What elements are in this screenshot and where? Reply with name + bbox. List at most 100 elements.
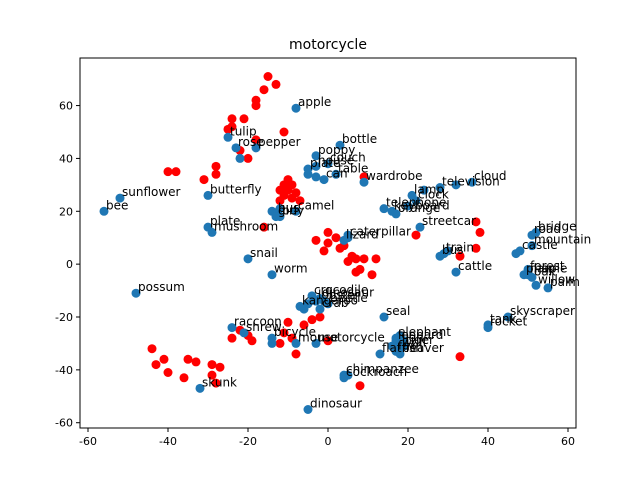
point-label: tank [490, 312, 517, 326]
red-point [171, 167, 181, 177]
red-point [371, 254, 381, 264]
point-label: sunflower [122, 185, 181, 199]
red-point [355, 381, 365, 391]
point-label: plate [310, 156, 340, 170]
y-tick-label: -40 [55, 364, 73, 377]
red-point [239, 114, 249, 124]
point-label: apple [298, 95, 331, 109]
red-point [259, 85, 269, 95]
point-label: kangaroo [302, 293, 358, 307]
red-point [163, 368, 173, 377]
blue-point [303, 405, 313, 414]
point-label: fox [398, 338, 416, 352]
blue-point [323, 299, 333, 309]
point-label: crocodile [314, 283, 368, 297]
blue-point [311, 296, 321, 306]
red-point [279, 328, 289, 338]
blue-point [115, 193, 125, 203]
red-point [311, 235, 321, 245]
point-label: television [442, 175, 500, 189]
blue-point [231, 143, 241, 153]
point-label: lion [402, 330, 424, 344]
point-label: mushroom [214, 219, 278, 233]
y-tick-label: 60 [59, 100, 73, 113]
red-point [351, 254, 361, 264]
point-label: motorcycle [318, 330, 385, 344]
red-point [367, 270, 377, 280]
x-tick-label: 40 [481, 435, 495, 448]
blue-point [203, 190, 213, 200]
point-label: can [326, 167, 348, 181]
red-point [163, 167, 173, 177]
red-point [275, 338, 285, 348]
blue-point [267, 333, 277, 343]
red-point [223, 124, 233, 134]
plot-area [99, 72, 553, 414]
point-label: rose [238, 135, 264, 149]
blue-point [331, 169, 341, 179]
red-point [291, 349, 301, 359]
red-point [263, 72, 273, 81]
point-label: possum [138, 280, 185, 294]
red-point [151, 360, 161, 370]
blue-point [503, 312, 513, 322]
red-point [183, 354, 193, 364]
blue-point [323, 159, 333, 169]
red-point [147, 344, 157, 354]
point-label: cockroach [346, 365, 407, 379]
blue-point [411, 196, 421, 206]
y-tick-label: 0 [66, 258, 73, 271]
blue-point [395, 349, 405, 359]
red-point [307, 315, 317, 325]
red-point [247, 336, 257, 346]
point-label: raccoon [234, 315, 282, 329]
red-point [243, 153, 253, 163]
blue-point [527, 230, 537, 240]
point-label: plate [210, 214, 240, 228]
red-point [319, 246, 329, 256]
point-label: seal [386, 304, 410, 318]
point-label: girl [278, 204, 297, 218]
point-label: orange [398, 201, 440, 215]
red-point [359, 254, 369, 264]
red-point [211, 169, 221, 179]
red-point [191, 357, 201, 367]
point-label: skunk [202, 375, 237, 389]
red-point [211, 161, 221, 171]
red-point [227, 114, 237, 124]
point-label: pepper [258, 135, 301, 149]
red-point [343, 257, 353, 266]
x-tick-label: 60 [561, 435, 575, 448]
red-point [471, 217, 481, 227]
point-label: bridge [538, 219, 577, 233]
blue-point [131, 288, 141, 298]
blue-point [311, 172, 321, 182]
x-tick-label: 20 [401, 435, 415, 448]
blue-point [435, 251, 445, 261]
blue-point [235, 153, 245, 163]
point-label: lizard [346, 227, 379, 241]
red-point [207, 370, 217, 380]
red-point [215, 362, 225, 372]
point-label: wardrobe [366, 169, 423, 183]
point-label: dinosaur [310, 397, 362, 411]
point-label: clock [418, 188, 449, 202]
point-label: worm [274, 262, 308, 276]
point-label: chimpanzee [346, 362, 419, 376]
blue-point [195, 383, 205, 393]
red-point [259, 222, 269, 232]
blue-point [295, 301, 305, 311]
blue-point [359, 177, 369, 187]
point-label: boy [282, 204, 304, 218]
point-label: beaver [402, 341, 444, 355]
red-point [455, 251, 465, 261]
point-label: dinosaur [322, 286, 374, 300]
point-label: table [338, 161, 368, 175]
point-label: maple [530, 262, 567, 276]
red-point [475, 227, 485, 237]
blue-point [303, 164, 313, 174]
point-label: oak [534, 264, 556, 278]
red-point [411, 230, 421, 240]
red-point [275, 196, 285, 206]
point-label: bee [106, 198, 128, 212]
